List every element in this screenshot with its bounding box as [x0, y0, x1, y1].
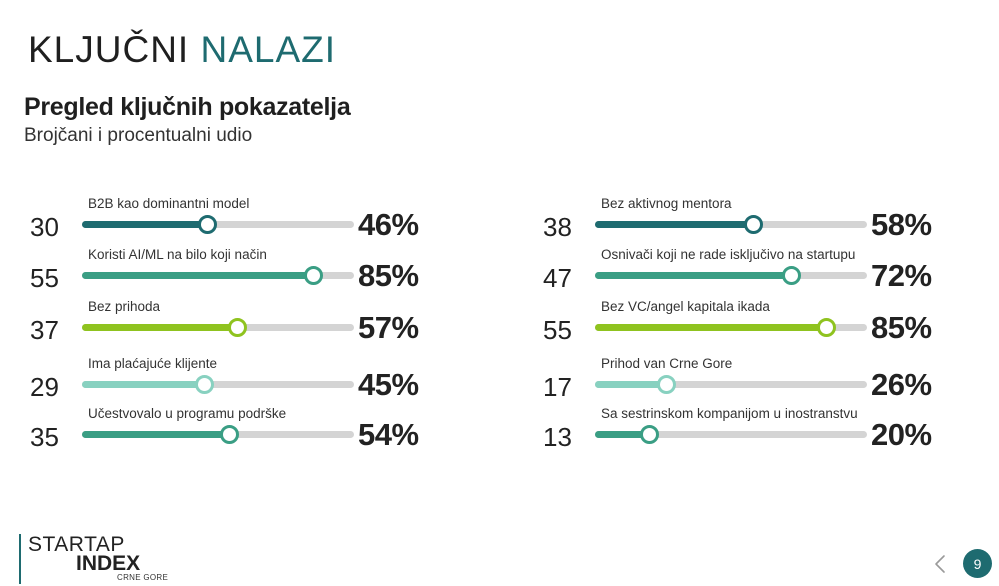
metric-no-revenue: 37 Bez prihoda 57%	[30, 299, 450, 345]
metric-knob	[817, 318, 837, 337]
metric-knob	[781, 266, 801, 285]
metric-knob	[656, 375, 676, 394]
metric-paying-clients: 29 Ima plaćajuće klijente 45%	[30, 356, 450, 402]
metric-percent: 46%	[358, 207, 419, 242]
metric-count: 37	[30, 315, 59, 345]
metric-label: Bez aktivnog mentora	[601, 196, 732, 211]
metric-count: 30	[30, 212, 59, 242]
metric-ai-ml: 55 Koristi AI/ML na bilo koji način 85%	[30, 247, 450, 293]
metric-track	[82, 215, 354, 234]
metric-track	[82, 425, 354, 444]
logo-line-1: STARTAP	[28, 533, 125, 556]
metric-label: B2B kao dominantni model	[88, 196, 250, 211]
slide-title-main: KLJUČNI	[28, 29, 190, 70]
metric-fill	[595, 221, 753, 228]
metric-b2b-model: 30 B2B kao dominantni model 46%	[30, 196, 450, 242]
metric-track	[595, 318, 867, 337]
slide-title-accent: NALAZI	[200, 29, 337, 70]
page-number-badge: 9	[963, 549, 992, 578]
metric-percent: 72%	[871, 258, 932, 293]
slide-subtitle: Pregled ključnih pokazatelja	[24, 93, 351, 121]
metric-knob	[743, 215, 763, 234]
metric-no-vc-capital: 55 Bez VC/angel kapitala ikada 85%	[543, 299, 963, 345]
metric-support-program: 35 Učestvovalo u programu podrške 54%	[30, 406, 450, 452]
metric-fill	[82, 272, 314, 279]
logo-line-2: INDEX	[76, 552, 141, 575]
metric-knob	[198, 215, 218, 234]
metric-knob	[228, 318, 248, 337]
metric-label: Bez prihoda	[88, 299, 161, 314]
metric-percent: 57%	[358, 310, 419, 345]
metric-label: Koristi AI/ML na bilo koji način	[88, 247, 267, 262]
metric-fill	[82, 324, 238, 331]
metric-percent: 45%	[358, 367, 419, 402]
metric-label: Prihod van Crne Gore	[601, 356, 733, 371]
metric-knob	[195, 375, 215, 394]
metric-percent: 26%	[871, 367, 932, 402]
chevron-left-icon	[935, 555, 945, 573]
metric-label: Bez VC/angel kapitala ikada	[601, 299, 770, 314]
metric-label: Ima plaćajuće klijente	[88, 356, 218, 371]
metric-percent: 85%	[358, 258, 419, 293]
metric-revenue-abroad: 17 Prihod van Crne Gore 26%	[543, 356, 963, 402]
metric-sister-company-abroad: 13 Sa sestrinskom kompanijom u inostrans…	[543, 406, 963, 452]
slide-caption: Brojčani i procentualni udio	[24, 125, 253, 146]
metric-label: Osnivači koji ne rade isključivo na star…	[601, 247, 856, 262]
metric-founders-not-fulltime: 47 Osnivači koji ne rade isključivo na s…	[543, 247, 963, 293]
metric-track	[595, 375, 867, 394]
metric-percent: 58%	[871, 207, 932, 242]
metric-fill	[82, 431, 229, 438]
metric-count: 47	[543, 263, 572, 293]
metric-fill	[595, 272, 791, 279]
metric-track	[595, 425, 867, 444]
metric-fill	[82, 221, 208, 228]
metric-percent: 85%	[871, 310, 932, 345]
metric-fill	[595, 324, 827, 331]
metric-track	[595, 215, 867, 234]
metric-track	[82, 318, 354, 337]
metric-count: 55	[30, 263, 59, 293]
metric-label: Učestvovalo u programu podrške	[88, 406, 287, 421]
metric-count: 55	[543, 315, 572, 345]
previous-slide-button[interactable]	[928, 551, 952, 577]
metric-track	[595, 266, 867, 285]
metric-fill	[595, 381, 666, 388]
metric-knob	[304, 266, 324, 285]
startap-index-logo: STARTAP INDEX CRNE GORE	[19, 534, 191, 584]
metric-count: 17	[543, 372, 572, 402]
metric-track	[82, 375, 354, 394]
metric-count: 29	[30, 372, 59, 402]
metric-track	[82, 266, 354, 285]
metric-fill	[82, 381, 205, 388]
metric-percent: 54%	[358, 417, 419, 452]
slide-title: KLJUČNI NALAZI	[28, 29, 337, 71]
metric-label: Sa sestrinskom kompanijom u inostranstvu	[601, 406, 858, 421]
metric-count: 13	[543, 422, 572, 452]
metric-count: 35	[30, 422, 59, 452]
metric-knob	[640, 425, 660, 444]
metric-percent: 20%	[871, 417, 932, 452]
metric-count: 38	[543, 212, 572, 242]
metric-fill	[595, 431, 650, 438]
metric-knob	[219, 425, 239, 444]
metric-no-mentor: 38 Bez aktivnog mentora 58%	[543, 196, 963, 242]
logo-line-3: CRNE GORE	[117, 573, 169, 582]
